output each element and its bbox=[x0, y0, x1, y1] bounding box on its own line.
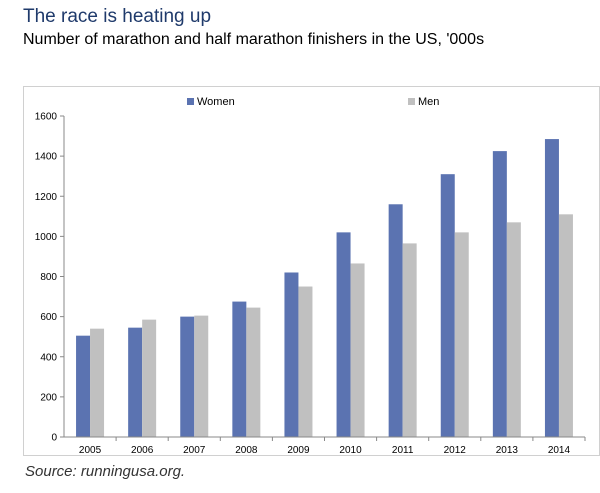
bar-women-2013 bbox=[492, 151, 507, 437]
y-tick-label: 200 bbox=[40, 392, 57, 403]
y-tick-label: 800 bbox=[40, 272, 57, 283]
legend-label-men: Men bbox=[418, 96, 439, 108]
bar-men-2005 bbox=[90, 328, 105, 437]
bar-men-2014 bbox=[558, 214, 573, 437]
y-tick-label: 1000 bbox=[35, 232, 58, 243]
y-tick-label: 400 bbox=[40, 352, 57, 363]
bar-men-2009 bbox=[298, 286, 313, 437]
y-tick-label: 0 bbox=[51, 433, 57, 444]
y-axis-ticks: 0 200 400 600 800 1000 1200 1400 1600 bbox=[35, 112, 64, 444]
legend: Women Men bbox=[187, 96, 439, 108]
bar-men-2013 bbox=[506, 222, 521, 437]
legend-label-women: Women bbox=[197, 96, 235, 108]
x-tick-label: 2011 bbox=[392, 445, 414, 456]
chart-subtitle: Number of marathon and half marathon fin… bbox=[23, 31, 485, 48]
x-tick-label: 2005 bbox=[79, 445, 102, 456]
bar-men-2008 bbox=[246, 307, 261, 437]
bar-women-2010 bbox=[336, 232, 351, 437]
x-tick-label: 2010 bbox=[339, 445, 362, 456]
bar-women-2006 bbox=[128, 327, 143, 437]
legend-swatch-women bbox=[187, 98, 194, 105]
bar-men-2010 bbox=[350, 263, 365, 437]
bar-women-2005 bbox=[76, 335, 91, 437]
x-tick-label: 2007 bbox=[183, 445, 206, 456]
x-tick-label: 2009 bbox=[287, 445, 310, 456]
y-tick-label: 600 bbox=[40, 312, 57, 323]
x-tick-label: 2013 bbox=[496, 445, 519, 456]
bar-women-2011 bbox=[388, 204, 403, 437]
bars bbox=[76, 139, 573, 437]
y-tick-label: 1600 bbox=[35, 112, 58, 123]
chart-title: The race is heating up bbox=[23, 6, 212, 27]
x-tick-label: 2006 bbox=[131, 445, 154, 456]
x-axis-ticks: 2005 2006 2007 2008 2009 2010 2011 2012 2013 2014 bbox=[79, 437, 586, 456]
source-note: Source: runningusa.org. bbox=[25, 463, 186, 480]
y-tick-label: 1200 bbox=[35, 192, 58, 203]
x-tick-label: 2014 bbox=[548, 445, 571, 456]
x-tick-label: 2012 bbox=[444, 445, 467, 456]
legend-swatch-men bbox=[408, 98, 415, 105]
bar-women-2014 bbox=[544, 139, 559, 437]
y-tick-label: 1400 bbox=[35, 152, 58, 163]
bar-men-2006 bbox=[142, 319, 157, 437]
bar-men-2012 bbox=[454, 232, 469, 437]
bar-women-2009 bbox=[284, 272, 299, 437]
bar-women-2007 bbox=[180, 316, 195, 437]
bar-women-2012 bbox=[440, 174, 455, 437]
bar-women-2008 bbox=[232, 301, 247, 437]
x-tick-label: 2008 bbox=[235, 445, 258, 456]
bar-men-2007 bbox=[194, 315, 209, 437]
bar-men-2011 bbox=[402, 243, 417, 437]
